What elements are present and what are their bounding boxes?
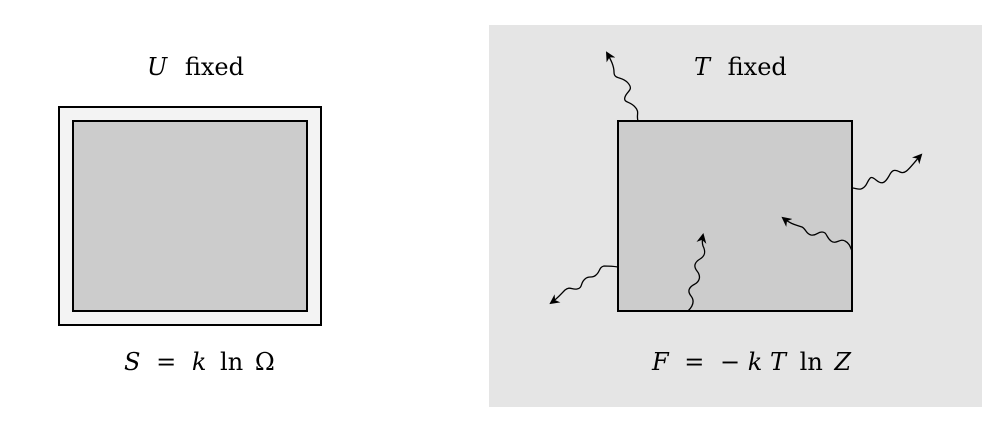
right-panel-canonical: T fixed F = − k T ln Z [489, 25, 982, 407]
fixed-word: fixed [728, 53, 787, 81]
wavy-arrow-right-inward [781, 216, 853, 252]
ln-operator: ln [220, 348, 243, 376]
system-box [617, 120, 853, 312]
wavy-arrow-top-left [606, 51, 639, 122]
equals-sign: = [156, 348, 176, 376]
inner-system-box [72, 120, 308, 312]
k-symbol: k [748, 348, 763, 376]
u-variable: U [147, 53, 168, 81]
omega-symbol: Ω [255, 348, 275, 376]
s-symbol: S [124, 348, 140, 376]
wavy-arrow-right-up [851, 153, 923, 190]
left-panel-microcanonical: U fixed S = k ln Ω [58, 53, 322, 376]
t-symbol: T [770, 348, 788, 376]
minus-sign: − [720, 348, 740, 376]
free-energy-formula: F = − k T ln Z [651, 348, 852, 376]
energy-exchange-arrows [549, 51, 923, 312]
entropy-formula: S = k ln Ω [124, 348, 275, 376]
right-label-t-fixed: T fixed [694, 53, 787, 81]
ln-operator: ln [800, 348, 823, 376]
left-label-u-fixed: U fixed [147, 53, 244, 81]
fixed-word: fixed [185, 53, 244, 81]
wavy-arrow-bottom-up [687, 233, 707, 312]
k-symbol: k [192, 348, 207, 376]
f-symbol: F [651, 348, 670, 376]
t-variable: T [694, 53, 712, 81]
z-symbol: Z [833, 348, 852, 376]
wavy-arrow-left-down [549, 265, 619, 305]
equals-sign: = [684, 348, 704, 376]
